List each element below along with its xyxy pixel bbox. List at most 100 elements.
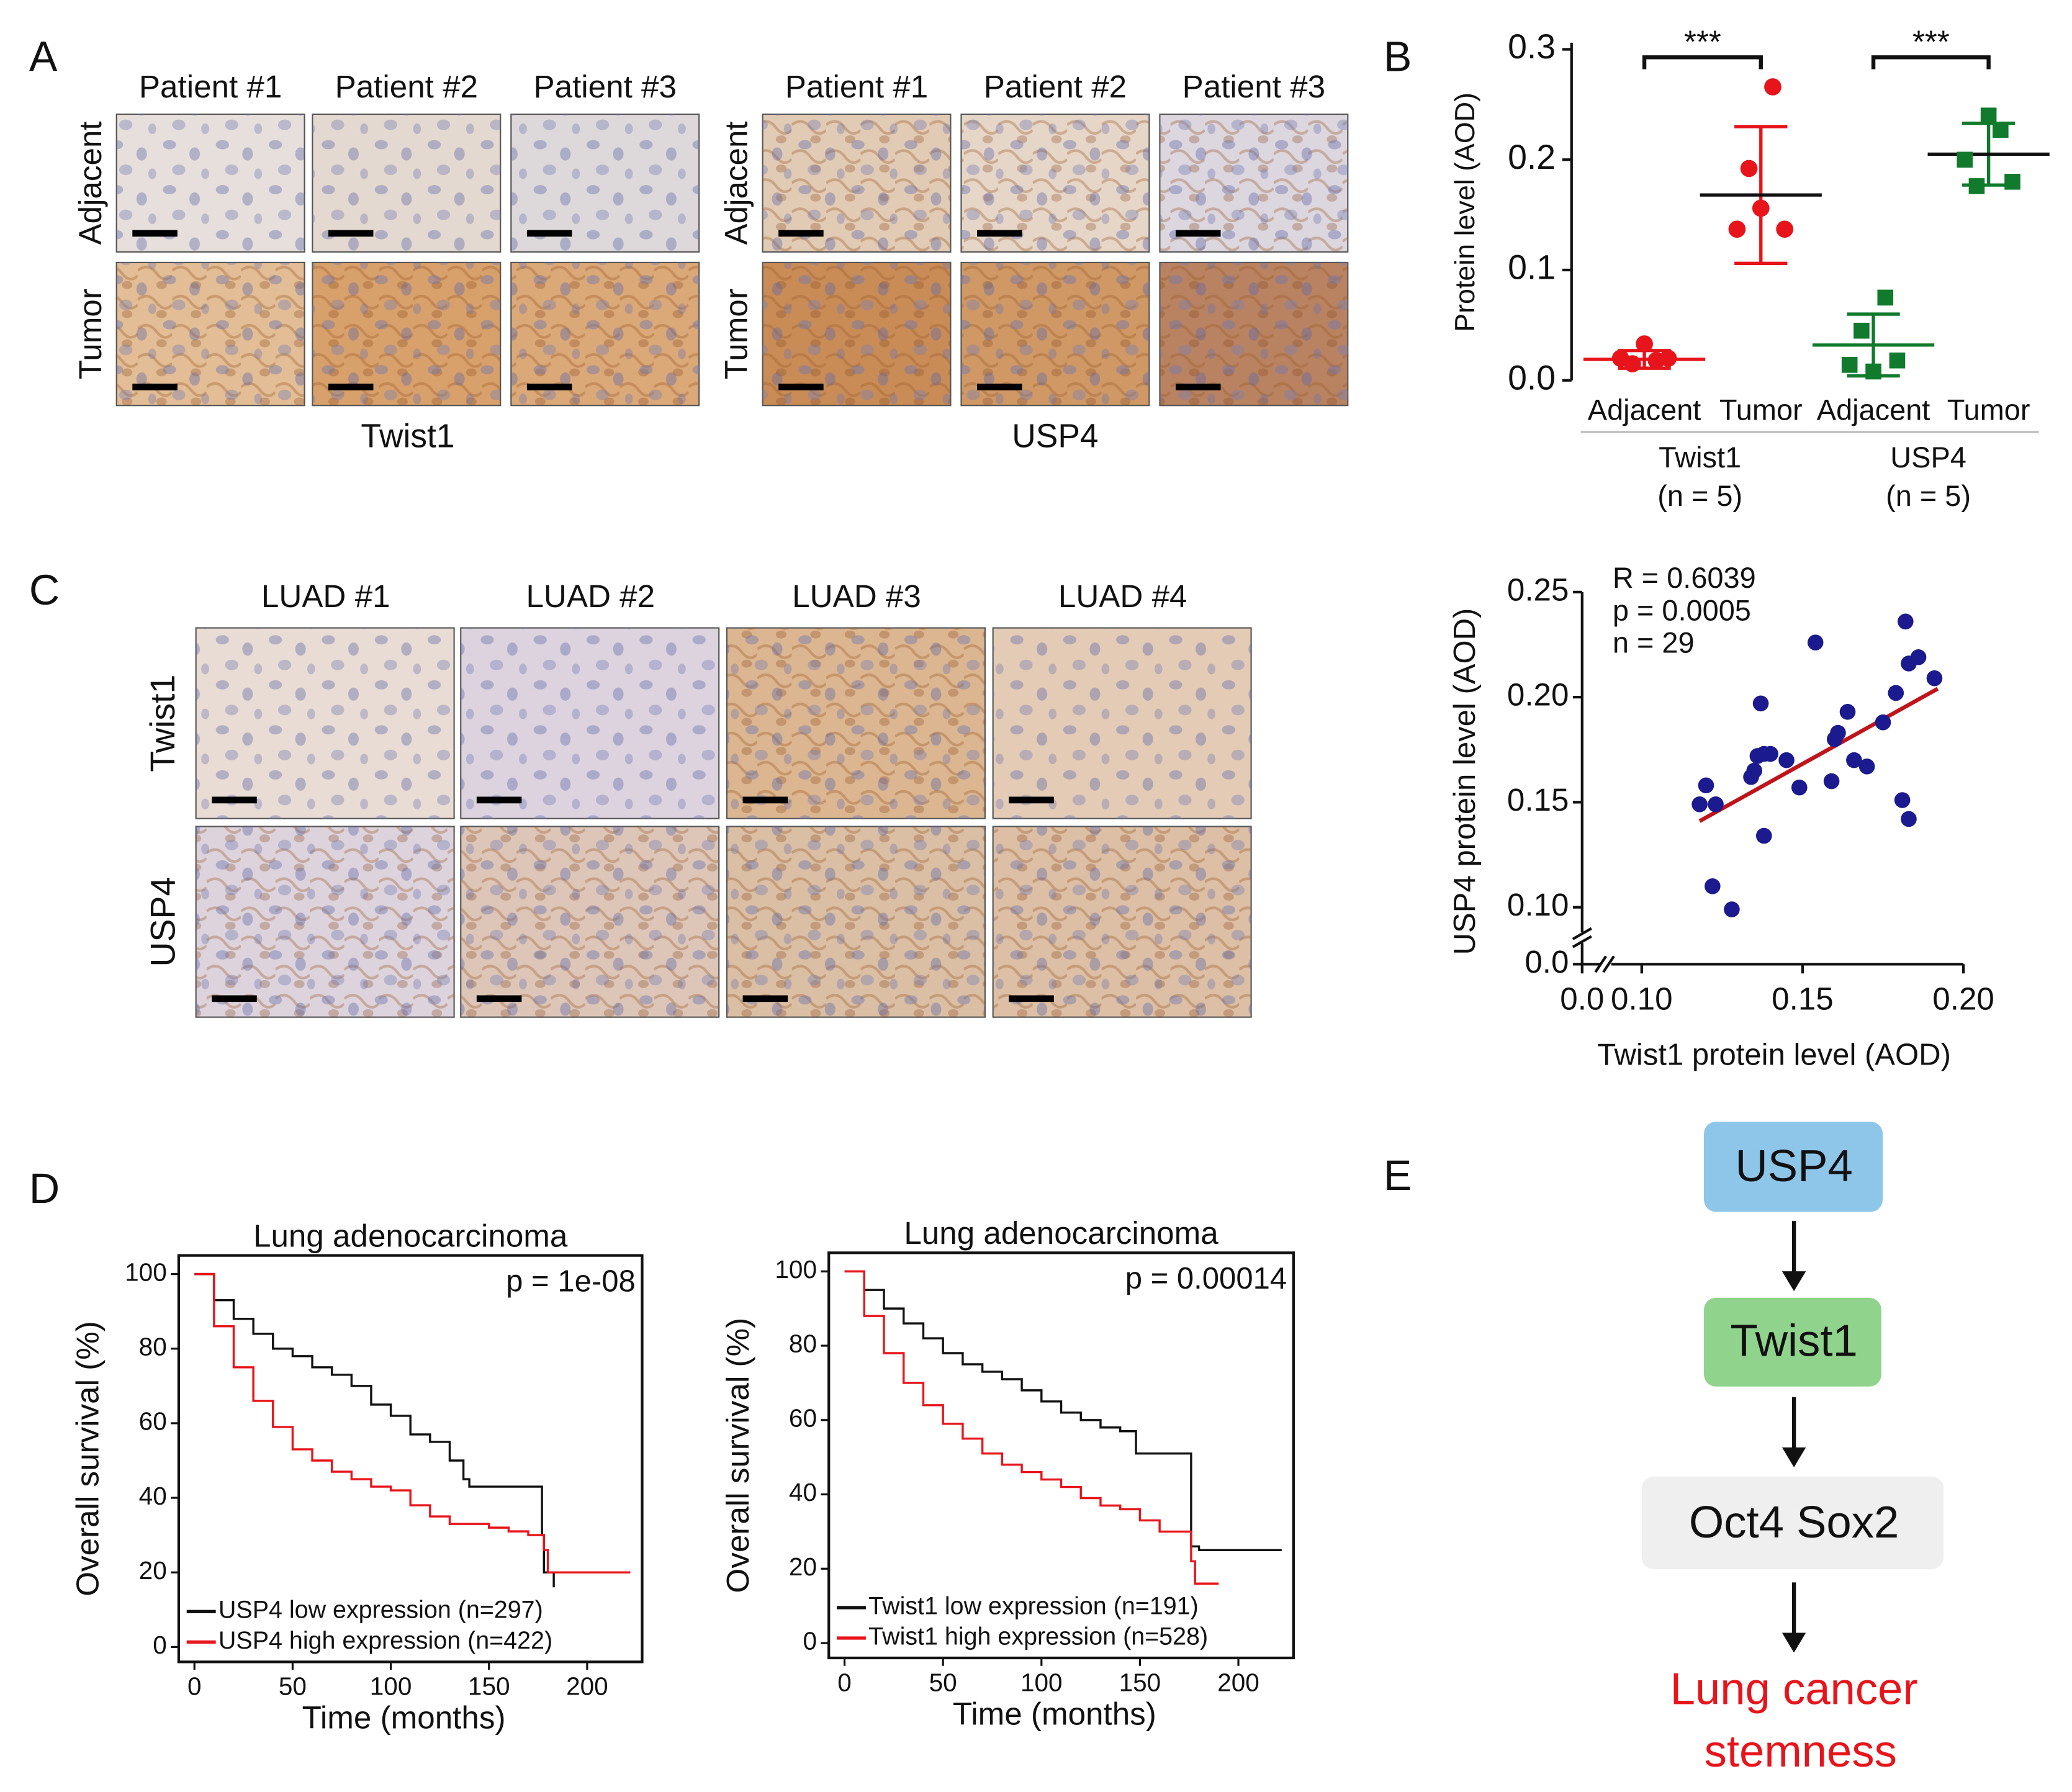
data-point <box>1841 357 1858 373</box>
data-point <box>1888 685 1904 701</box>
data-point <box>1854 322 1870 339</box>
micrograph-nuclei <box>1160 114 1348 252</box>
micrograph-nuclei <box>961 262 1150 406</box>
flow-node: USP4 <box>1735 1141 1852 1191</box>
data-point <box>1846 752 1862 768</box>
plot-frame <box>827 1251 1295 1660</box>
p-value: p = 0.00014 <box>1125 1262 1287 1295</box>
data-point <box>1698 777 1714 794</box>
y-axis-label: USP4 protein level (AOD) <box>1448 608 1482 955</box>
data-point <box>1889 352 1906 369</box>
y-tick-label: 0.10 <box>1507 887 1569 922</box>
legend-label: USP4 high expression (n=422) <box>218 1627 552 1654</box>
x-tick-label: 100 <box>370 1672 412 1701</box>
y-tick-label: 0.25 <box>1507 572 1569 607</box>
micrograph-nuclei <box>196 628 454 819</box>
survival-curve <box>844 1270 1219 1585</box>
data-point <box>1755 827 1772 844</box>
micrograph-nuclei <box>196 826 454 1017</box>
significance-label: *** <box>1912 24 1950 59</box>
panel-label: D <box>29 1165 60 1212</box>
data-point <box>2004 173 2020 190</box>
data-point <box>1980 107 1997 124</box>
x-tick-label: 0.20 <box>1932 981 1994 1017</box>
column-header: Patient #2 <box>984 69 1127 104</box>
survival-curve <box>194 1272 631 1574</box>
panel-caption: Twist1 <box>361 418 454 455</box>
y-tick-label: 0.1 <box>1508 248 1556 287</box>
micrograph-nuclei <box>993 628 1251 819</box>
data-point <box>1791 779 1808 796</box>
data-point <box>1659 349 1677 367</box>
stat-annotation: R = 0.6039 <box>1613 562 1756 594</box>
flow-box <box>1704 1297 1881 1387</box>
data-point <box>1898 613 1914 630</box>
plot-frame <box>177 1254 644 1664</box>
micrograph-nuclei <box>762 262 951 406</box>
y-tick-label: 100 <box>775 1255 817 1284</box>
micrograph-nuclei <box>116 262 305 406</box>
x-tick-label: Tumor <box>1947 394 2030 426</box>
data-point <box>1823 773 1840 790</box>
data-point <box>1901 811 1917 827</box>
data-point <box>1762 745 1778 762</box>
row-label: Tumor <box>719 289 754 379</box>
flow-box <box>1641 1476 1944 1570</box>
stat-annotation: p = 0.0005 <box>1613 594 1751 626</box>
data-point <box>1636 335 1653 353</box>
data-point <box>1708 796 1724 813</box>
data-point <box>1807 634 1824 651</box>
data-point <box>1993 122 2009 138</box>
y-tick-label: 0.0 <box>1525 944 1569 979</box>
micrograph-nuclei <box>762 114 951 252</box>
micrograph-nuclei <box>1160 262 1348 406</box>
row-label: Twist1 <box>143 675 182 772</box>
micrograph-nuclei <box>726 826 985 1017</box>
y-tick-label: 0.3 <box>1508 27 1556 66</box>
data-point <box>1752 695 1769 712</box>
x-axis-label: Time (months) <box>953 1696 1156 1731</box>
p-value: p = 1e-08 <box>506 1264 636 1298</box>
panel-label: C <box>29 567 60 614</box>
flow-node: Oct4 Sox2 <box>1689 1497 1899 1547</box>
column-header: Patient #1 <box>139 69 282 104</box>
micrograph-nuclei <box>312 262 501 406</box>
axis-break <box>1572 927 1615 973</box>
y-tick-label: 60 <box>139 1407 167 1436</box>
arrow-head <box>1781 1632 1806 1653</box>
row-label: USP4 <box>143 877 182 967</box>
column-header: Patient #3 <box>534 69 677 104</box>
micrograph-nuclei <box>461 628 719 819</box>
column-header: LUAD #4 <box>1058 579 1187 614</box>
x-tick-label: 200 <box>1217 1668 1259 1696</box>
legend-label: USP4 low expression (n=297) <box>218 1596 543 1624</box>
panel-label: B <box>1384 34 1412 81</box>
column-header: Patient #3 <box>1182 69 1325 104</box>
flow-outcome: stemness <box>1705 1726 1897 1776</box>
survival-curve <box>844 1270 1282 1552</box>
x-tick-label: 0.0 <box>1560 981 1604 1017</box>
flow-outcome: Lung cancer <box>1670 1664 1918 1714</box>
data-point <box>1740 160 1758 178</box>
micrograph-nuclei <box>961 114 1150 252</box>
column-header: LUAD #1 <box>261 579 390 614</box>
regression-line <box>1698 687 1939 823</box>
x-tick-label: 100 <box>1020 1668 1063 1696</box>
x-tick-label: 0 <box>837 1668 852 1696</box>
x-tick-label: Adjacent <box>1817 394 1930 426</box>
x-tick-label: Adjacent <box>1588 394 1701 426</box>
data-point <box>1910 649 1927 665</box>
data-point <box>1926 670 1943 687</box>
y-axis-label: Protein level (AOD) <box>1449 92 1480 332</box>
group-n: (n = 5) <box>1886 480 1971 512</box>
x-tick-label: 50 <box>279 1672 307 1701</box>
y-tick-label: 100 <box>125 1258 167 1286</box>
y-tick-label: 80 <box>789 1330 817 1358</box>
data-point <box>1746 762 1763 779</box>
data-point <box>1624 355 1641 372</box>
x-tick-label: 150 <box>1119 1668 1161 1696</box>
flow-box <box>1704 1122 1883 1212</box>
y-tick-label: 0 <box>153 1631 167 1659</box>
